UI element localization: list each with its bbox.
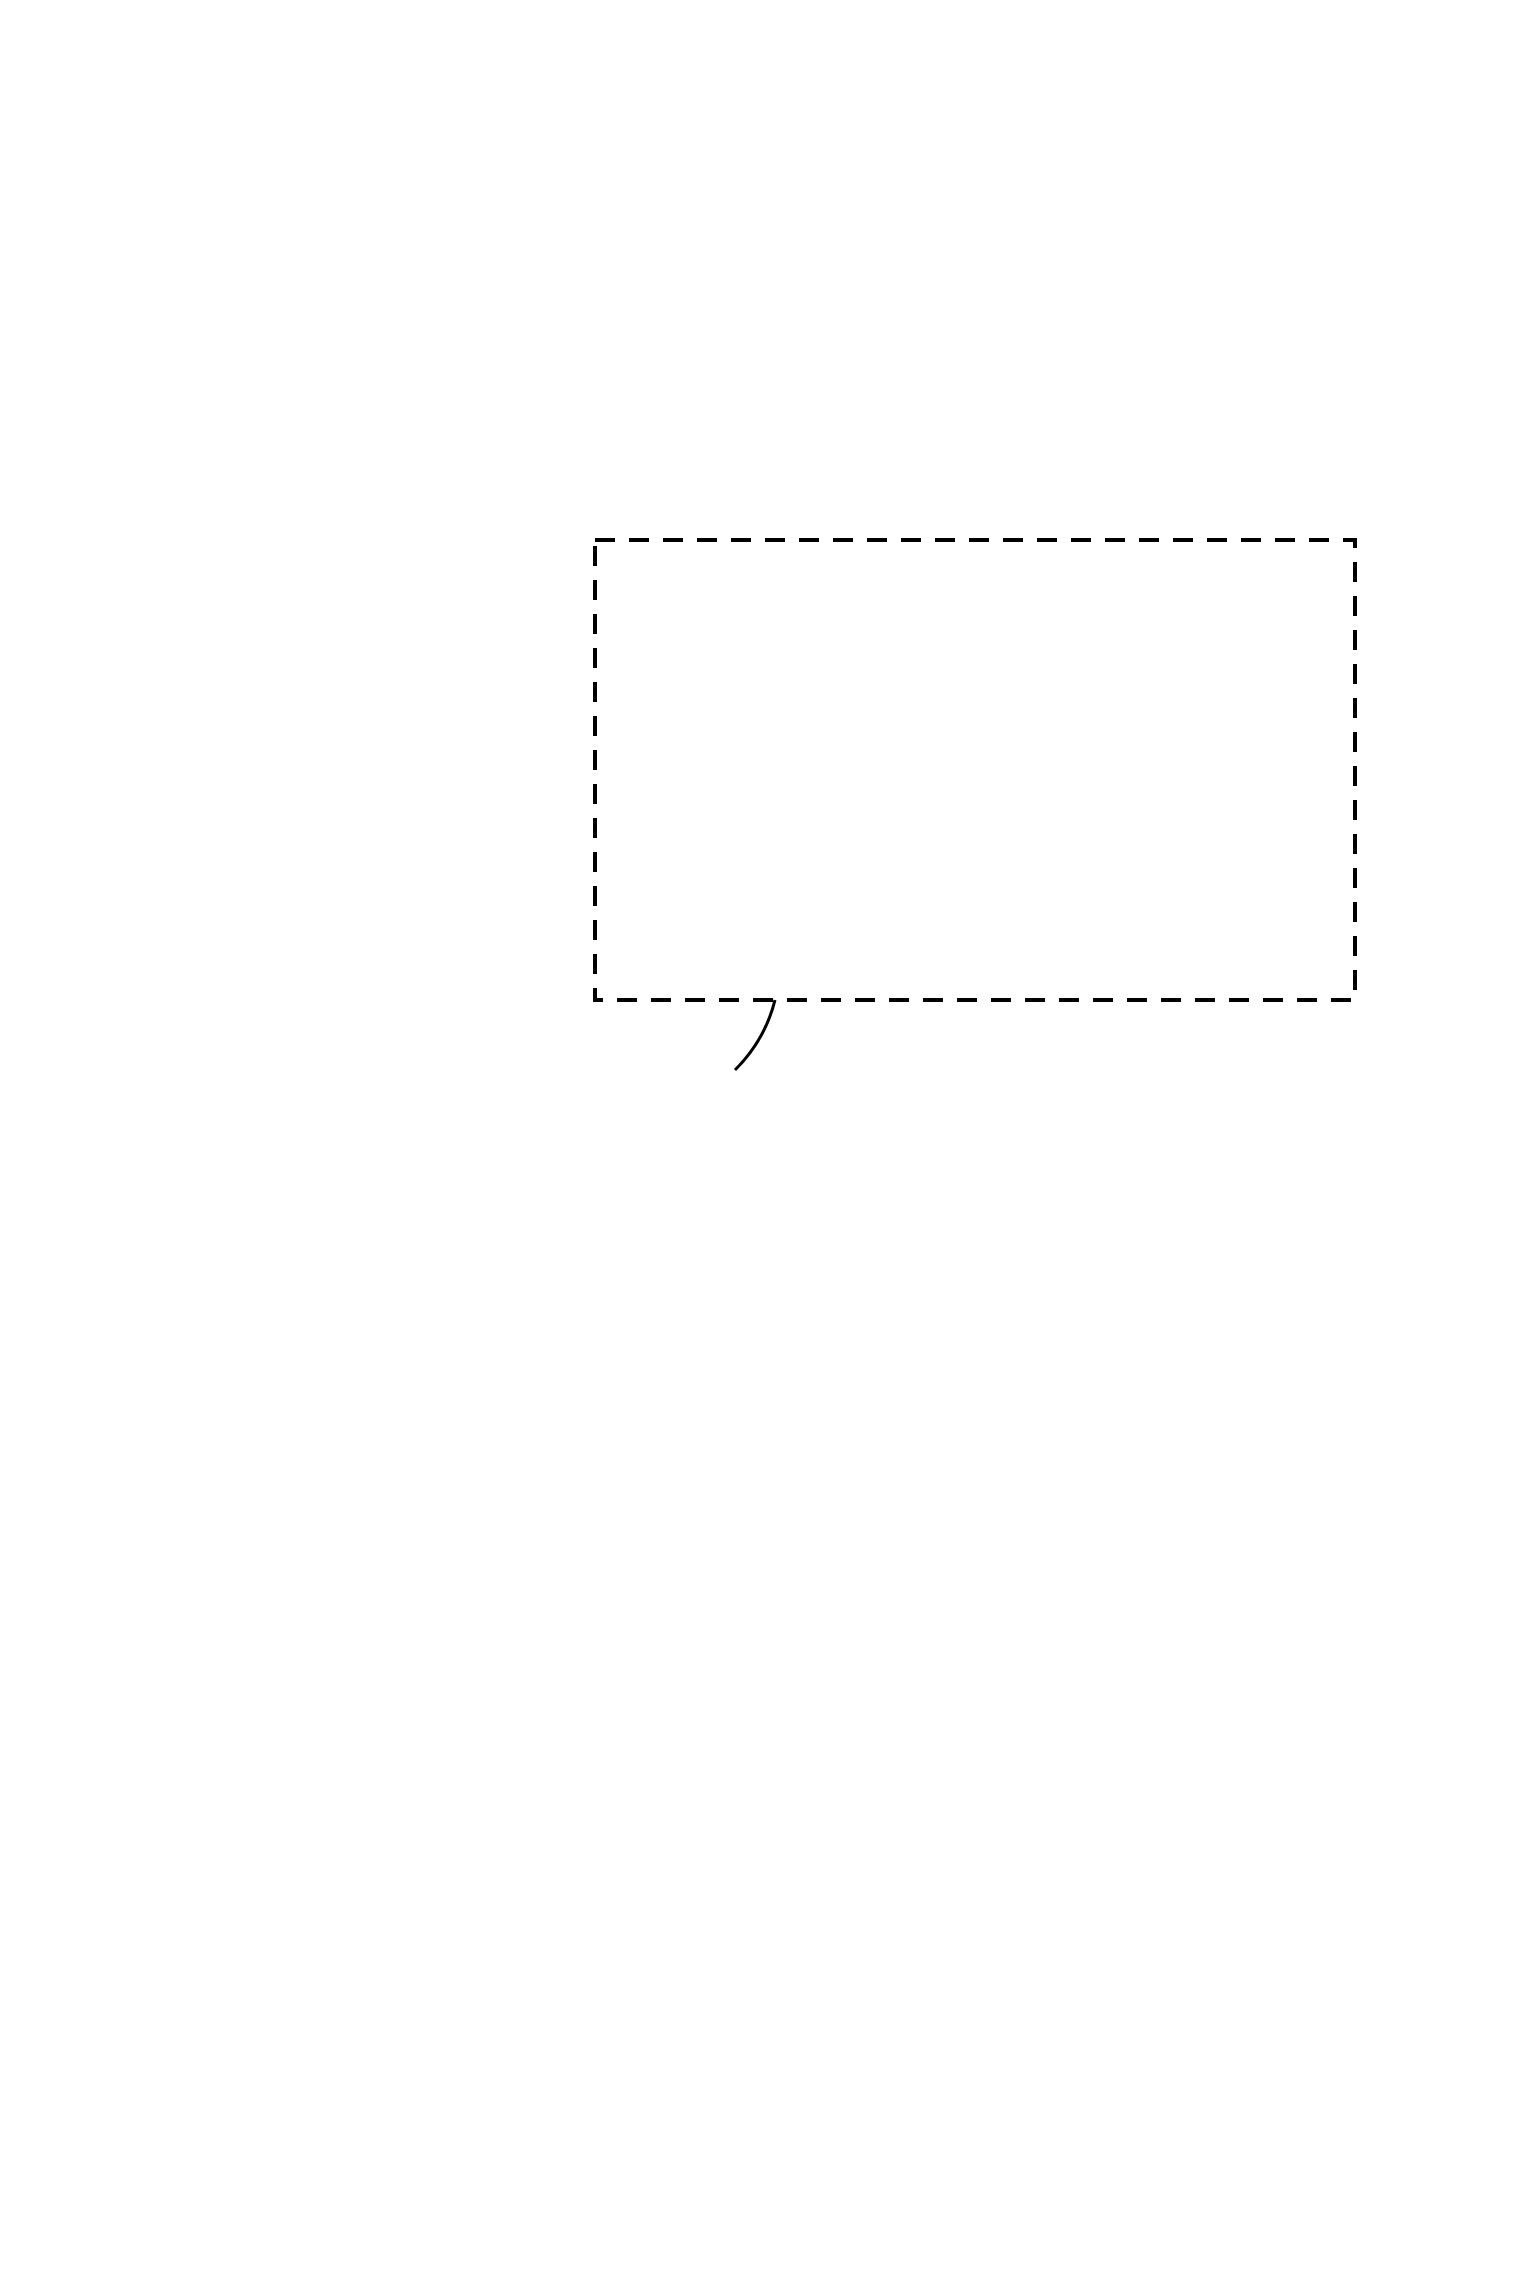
canvas-bg (0, 0, 1517, 2282)
